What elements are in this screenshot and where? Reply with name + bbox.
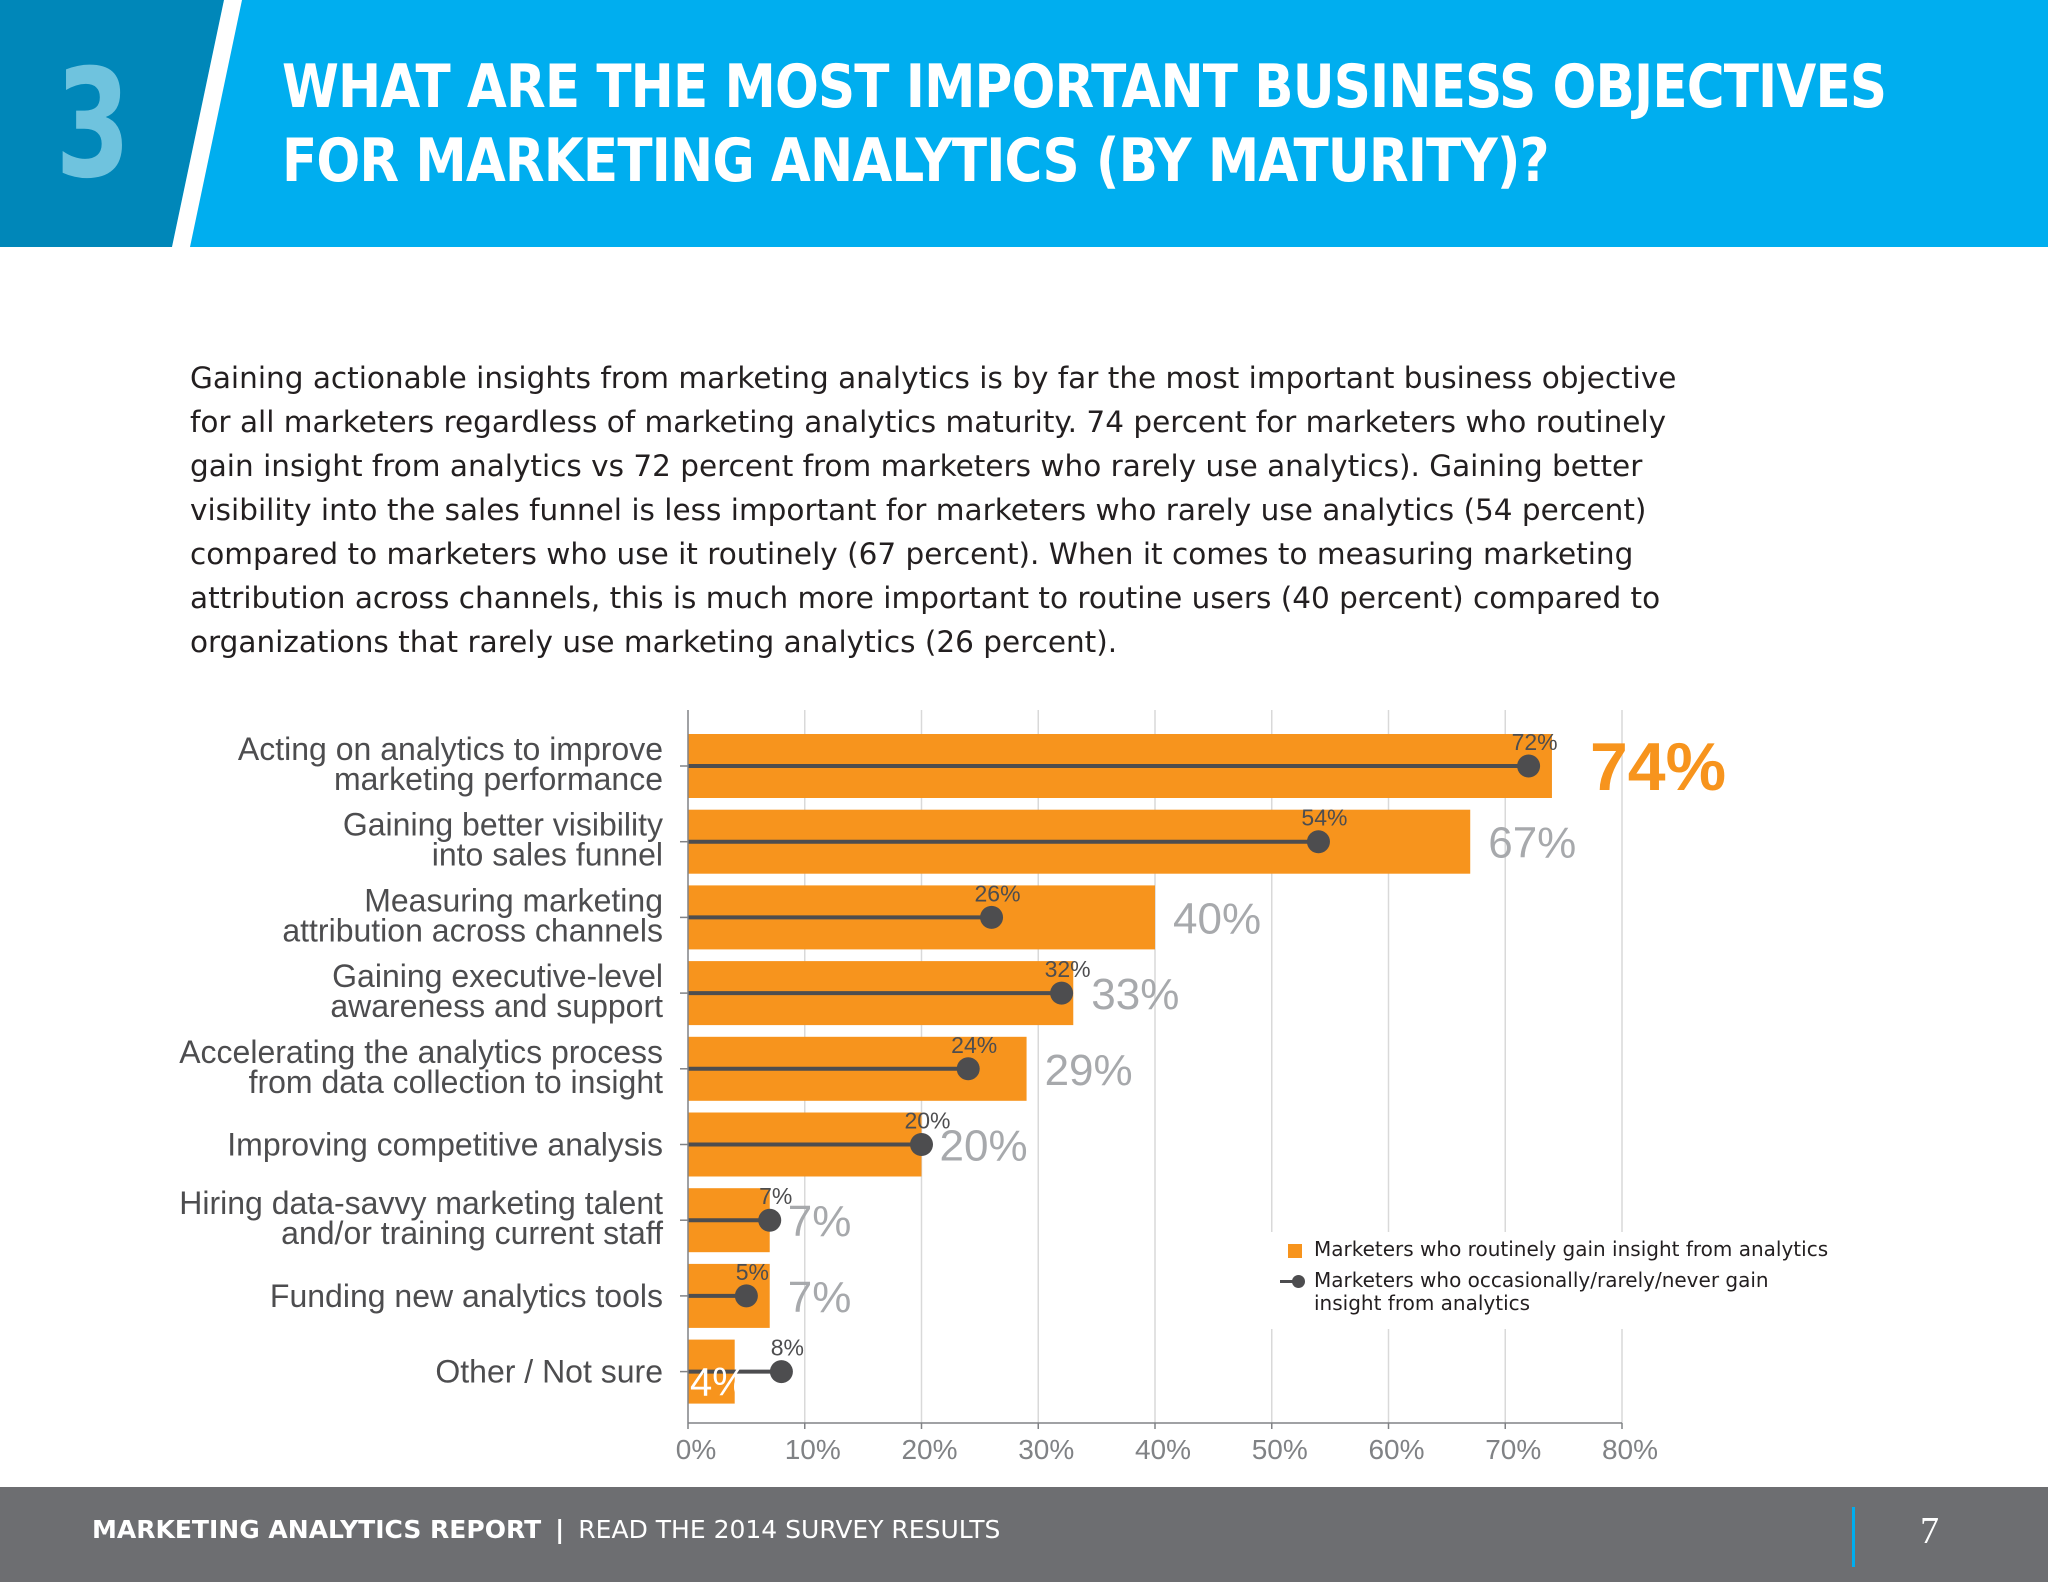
lollipop-value-label: 32% (1045, 956, 1091, 982)
category-label: Gaining executive-level awareness and sup… (330, 958, 663, 1024)
lollipop-value-label: 7% (759, 1183, 792, 1209)
category-label-line: into sales funnel (432, 837, 663, 873)
lollipop-value-label: 8% (771, 1335, 804, 1361)
category-label: Measuring marketing attribution across ch… (282, 882, 663, 948)
header-background (0, 0, 2048, 247)
x-tick-label: 30% (1018, 1434, 1074, 1465)
bar-value-label: 29% (1045, 1046, 1133, 1095)
category-label-line: Hiring data-savvy marketing talent (179, 1185, 663, 1221)
category-label-line: awareness and support (330, 988, 663, 1024)
lollipop-value-label: 5% (736, 1259, 769, 1285)
footer-report-name: MARKETING ANALYTICS REPORT (92, 1515, 542, 1544)
lollipop-dot (769, 1360, 793, 1384)
category-label: Improving competitive analysis (227, 1127, 663, 1163)
intro-line: organizations that rarely use marketing … (190, 625, 1118, 659)
category-label: Other / Not sure (435, 1354, 663, 1390)
bar-value-label: 40% (1173, 894, 1261, 943)
footer-text: MARKETING ANALYTICS REPORT | READ THE 2014… (92, 1515, 1000, 1544)
page-title: WHAT ARE THE MOST IMPORTANT BUSINESS OBJ… (282, 50, 1887, 198)
x-tick-label: 50% (1252, 1434, 1308, 1465)
chart-legend: Marketers who routinely gain insight fro… (1270, 1232, 1890, 1329)
lollipop-dot (1517, 754, 1541, 778)
footer-separator: | (555, 1515, 565, 1544)
category-label: Hiring data-savvy marketing talent and/or… (179, 1185, 663, 1251)
lollipop-dot (980, 905, 1004, 929)
bar-value-label: 74% (1590, 729, 1726, 805)
lollipop-dot (1050, 981, 1074, 1005)
x-tick-label: 40% (1135, 1434, 1191, 1465)
footer-divider (1852, 1507, 1855, 1567)
lollipop-dot (734, 1284, 758, 1308)
legend-label-routine: Marketers who routinely gain insight fro… (1314, 1237, 1829, 1261)
bar-value-label: 4% (690, 1361, 748, 1405)
intro-line: gain insight from analytics vs 72 percen… (190, 449, 1643, 483)
legend-label-rare-1: Marketers who occasionally/rarely/never … (1314, 1268, 1769, 1292)
page-number: 7 (1920, 1510, 1939, 1552)
category-label: Acting on analytics to improve marketing … (238, 731, 663, 797)
x-tick-label: 20% (901, 1434, 957, 1465)
category-label-line: from data collection to insight (249, 1064, 664, 1100)
bar-value-label: 7% (788, 1197, 852, 1246)
x-tick-label: 80% (1602, 1434, 1658, 1465)
legend-item-rare: Marketers who occasionally/rarely/never … (1280, 1269, 1880, 1315)
lollipop-dot (1306, 830, 1330, 854)
bar-value-label: 20% (940, 1122, 1028, 1171)
lollipop-value-label: 54% (1301, 805, 1347, 831)
category-label-line: and/or training current staff (281, 1215, 663, 1251)
intro-line: for all marketers regardless of marketin… (190, 405, 1667, 439)
lollipop-dot (956, 1057, 980, 1081)
bar-value-label: 33% (1091, 970, 1179, 1019)
title-line-2: FOR MARKETING ANALYTICS (BY MATURITY)? (282, 126, 1550, 196)
lollipop-dot (758, 1208, 782, 1232)
intro-line: attribution across channels, this is muc… (190, 581, 1661, 615)
category-label: Gaining better visibility into sales funn… (343, 807, 663, 873)
category-label-line: Acting on analytics to improve (238, 731, 663, 767)
x-tick-label: 70% (1485, 1434, 1541, 1465)
intro-line: Gaining actionable insights from marketi… (190, 361, 1677, 395)
footer-tagline: READ THE 2014 SURVEY RESULTS (578, 1515, 1001, 1544)
category-label-line: Funding new analytics tools (270, 1278, 663, 1314)
category-label-line: Gaining better visibility (343, 807, 663, 843)
category-label-line: Accelerating the analytics process (179, 1034, 663, 1070)
lollipop-value-label: 20% (904, 1108, 950, 1134)
legend-bar-swatch (1288, 1244, 1302, 1258)
category-label-line: Improving competitive analysis (227, 1127, 663, 1163)
lollipop-value-label: 26% (975, 880, 1021, 906)
intro-paragraph: Gaining actionable insights from marketi… (190, 356, 1910, 664)
x-tick-label: 10% (785, 1434, 841, 1465)
title-line-1: WHAT ARE THE MOST IMPORTANT BUSINESS OBJ… (282, 52, 1887, 122)
legend-item-routine: Marketers who routinely gain insight fro… (1280, 1238, 1880, 1261)
category-label-line: marketing performance (334, 761, 663, 797)
header-band: 3 WHAT ARE THE MOST IMPORTANT BUSINESS O… (0, 0, 2048, 247)
footer-bar: MARKETING ANALYTICS REPORT | READ THE 2014… (0, 1487, 2048, 1582)
bar-value-label: 7% (788, 1273, 852, 1322)
category-label: Funding new analytics tools (270, 1278, 663, 1314)
x-tick-label: 60% (1368, 1434, 1424, 1465)
bar-value-label: 67% (1488, 819, 1576, 868)
legend-label-rare-2: insight from analytics (1314, 1291, 1531, 1315)
category-label-line: Gaining executive-level (332, 958, 663, 994)
category-label-line: attribution across channels (282, 912, 663, 948)
category-label-line: Other / Not sure (435, 1354, 663, 1390)
intro-line: compared to marketers who use it routine… (190, 537, 1634, 571)
lollipop-value-label: 72% (1512, 729, 1558, 755)
lollipop-value-label: 24% (951, 1032, 997, 1058)
lollipop-dot (910, 1133, 933, 1156)
section-number: 3 (55, 38, 131, 212)
legend-lollipop-dot (1292, 1275, 1305, 1288)
category-label-line: Measuring marketing (364, 882, 663, 918)
intro-line: visibility into the sales funnel is less… (190, 493, 1647, 527)
category-label: Accelerating the analytics process from d… (179, 1034, 663, 1100)
x-tick-label: 0% (676, 1434, 716, 1465)
